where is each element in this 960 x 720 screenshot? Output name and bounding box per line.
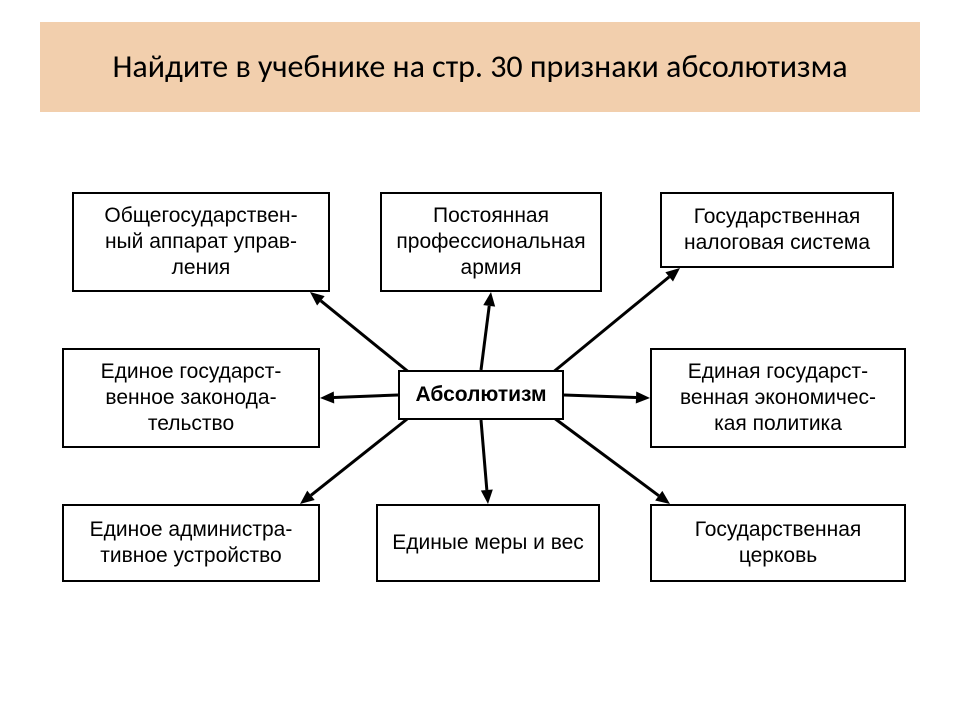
page-title: Найдите в учебнике на стр. 30 признаки а… [40, 22, 920, 112]
diagram-node: Единое государст-венное законода-тельств… [62, 348, 320, 448]
diagram-node: Государственная налоговая система [660, 192, 894, 268]
diagram-node: Государственная церковь [650, 504, 906, 582]
page-title-text: Найдите в учебнике на стр. 30 признаки а… [112, 48, 847, 86]
diagram-center-node: Абсолютизм [398, 370, 564, 420]
diagram-node: Постоянная профессиональная армия [380, 192, 602, 292]
diagram-node: Единые меры и вес [376, 504, 600, 582]
diagram-node: Общегосударствен-ный аппарат управ-ления [72, 192, 330, 292]
diagram-node: Единое администра-тивное устройство [62, 504, 320, 582]
diagram-node: Единая государст-венная экономичес-кая п… [650, 348, 906, 448]
